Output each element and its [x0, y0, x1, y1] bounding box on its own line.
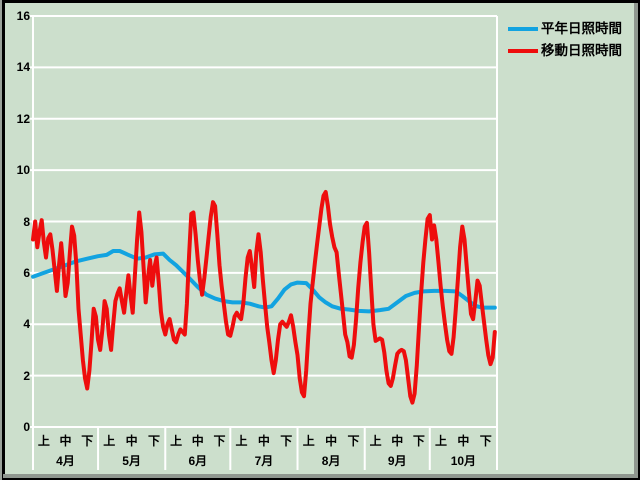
period-label-7月-中: 中 — [257, 434, 270, 448]
period-label-8月-上: 上 — [302, 434, 315, 448]
period-label-4月-上: 上 — [37, 434, 50, 448]
legend-label-moving: 移動日照時間 — [541, 43, 622, 59]
period-label-7月-上: 上 — [235, 434, 248, 448]
period-label-5月-上: 上 — [103, 434, 116, 448]
series-line-moving — [31, 190, 497, 405]
period-label-10月-上: 上 — [434, 434, 447, 448]
period-label-5月-中: 中 — [125, 434, 138, 448]
period-label-9月-中: 中 — [391, 434, 404, 448]
month-label-9月: 9月 — [387, 454, 407, 468]
frame-bevel-bottom — [3, 474, 638, 478]
legend-label-normal: 平年日照時間 — [541, 21, 622, 37]
period-label-9月-下: 下 — [412, 434, 425, 448]
month-label-6月: 6月 — [188, 454, 208, 468]
period-label-4月-下: 下 — [81, 434, 94, 448]
y-tick-label-10: 10 — [16, 163, 30, 178]
period-label-7月-下: 下 — [280, 434, 293, 448]
period-label-4月-中: 中 — [59, 434, 72, 448]
frame-left-edge — [0, 0, 2, 480]
month-label-4月: 4月 — [56, 454, 75, 468]
y-tick-label-8: 8 — [23, 214, 30, 229]
y-tick-label-6: 6 — [23, 265, 30, 280]
y-tick-label-14: 14 — [16, 60, 30, 75]
period-label-8月-下: 下 — [347, 434, 360, 448]
legend-item-moving: 移動日照時間 — [508, 40, 622, 62]
frame-bevel-right — [634, 3, 638, 477]
month-label-8月: 8月 — [321, 454, 341, 468]
legend-item-normal: 平年日照時間 — [508, 18, 622, 40]
period-label-6月-下: 下 — [213, 434, 226, 448]
y-tick-label-4: 4 — [23, 317, 30, 332]
month-label-10月: 10月 — [450, 454, 477, 468]
legend: 平年日照時間 移動日照時間 — [508, 18, 622, 62]
period-label-10月-中: 中 — [457, 434, 470, 448]
y-tick-label-0: 0 — [23, 420, 30, 434]
period-label-6月-上: 上 — [170, 434, 183, 448]
month-label-5月: 5月 — [122, 454, 141, 468]
period-label-9月-上: 上 — [369, 434, 382, 448]
period-label-5月-下: 下 — [148, 434, 161, 448]
y-tick-label-12: 12 — [16, 111, 30, 126]
period-label-10月-下: 下 — [479, 434, 492, 448]
y-tick-label-16: 16 — [16, 9, 30, 23]
period-label-8月-中: 中 — [325, 434, 338, 448]
month-label-7月: 7月 — [254, 454, 274, 468]
moving-series-swatch — [508, 49, 538, 53]
normal-series-swatch — [508, 27, 538, 31]
period-label-6月-中: 中 — [191, 434, 204, 448]
y-tick-label-2: 2 — [23, 368, 30, 383]
